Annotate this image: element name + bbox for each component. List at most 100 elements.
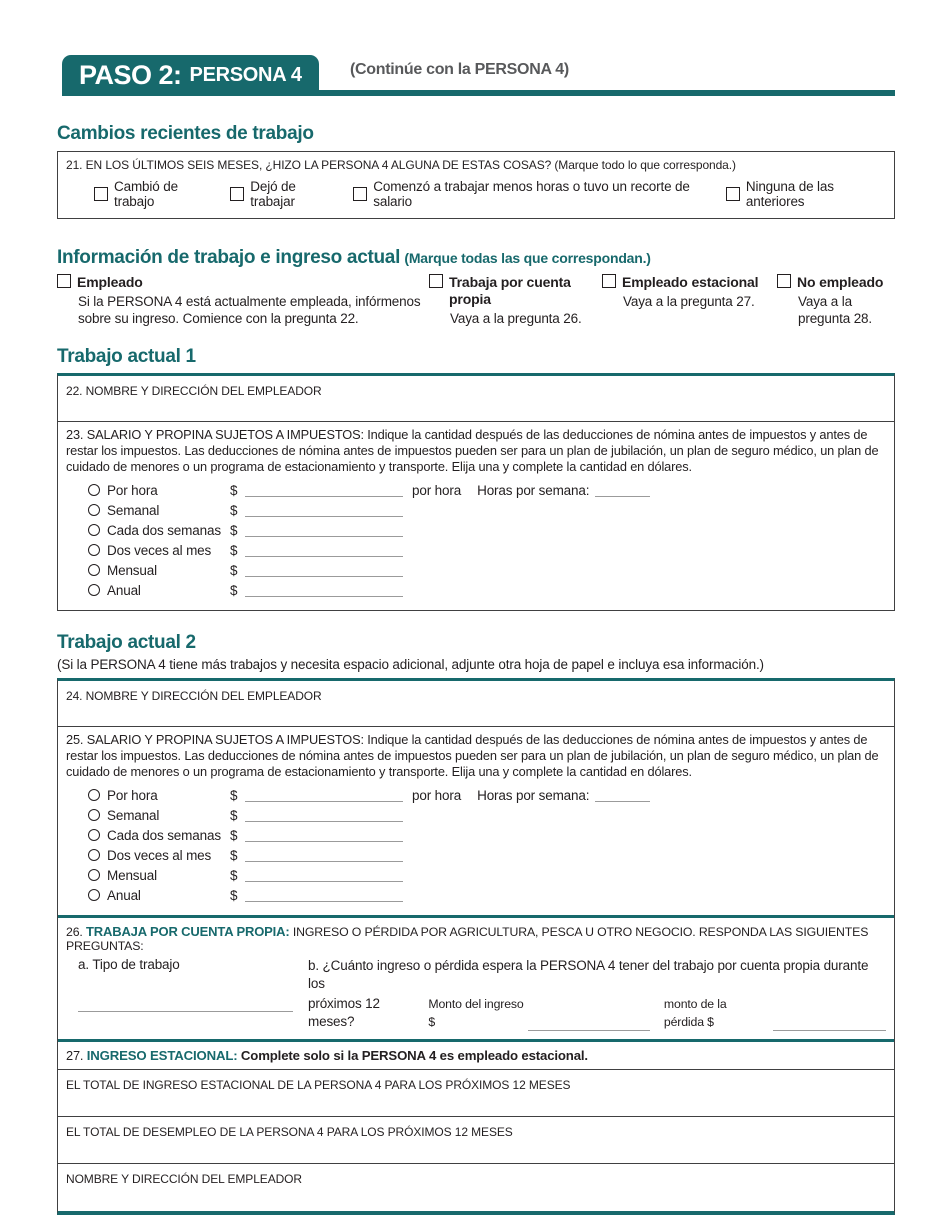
dollar-sign: $: [230, 807, 238, 823]
q26-title: TRABAJA POR CUENTA PROPIA:: [85, 924, 290, 939]
checkbox-icon[interactable]: [602, 274, 616, 288]
job1-box: 22. NOMBRE Y DIRECCIÓN DEL EMPLEADOR 23.…: [57, 373, 895, 611]
q26-loss-input[interactable]: [772, 1017, 887, 1031]
pay-row-weekly: Semanal $: [88, 805, 886, 825]
q25-salary-section: 25. SALARIO Y PROPINA SUJETOS A IMPUESTO…: [58, 727, 894, 915]
q26-number: 26.: [66, 925, 83, 939]
radio-icon[interactable]: [88, 889, 100, 901]
q27-row-label: EL TOTAL DE DESEMPLEO DE LA PERSONA 4 PA…: [66, 1125, 513, 1139]
q27-seasonal-income-field[interactable]: EL TOTAL DE INGRESO ESTACIONAL DE LA PER…: [58, 1070, 894, 1117]
status-col-employed: Empleado Si la PERSONA 4 está actualment…: [57, 274, 429, 327]
q25-amount-input-weekly[interactable]: [245, 808, 403, 822]
status-label: Trabaja por cuenta propia: [449, 274, 571, 307]
checkbox-icon[interactable]: [777, 274, 791, 288]
status-desc: Vaya a la pregunta 28.: [798, 294, 873, 326]
q21-option-label: Ninguna de las anteriores: [745, 179, 834, 209]
section-title-income-info: Información de trabajo e ingreso actual …: [57, 247, 895, 269]
radio-icon[interactable]: [88, 869, 100, 881]
checkbox-icon[interactable]: [230, 187, 245, 201]
person-label: PERSONA 4: [189, 64, 302, 86]
radio-icon[interactable]: [88, 849, 100, 861]
question-21-box: 21. EN LOS ÚLTIMOS SEIS MESES, ¿HIZO LA …: [57, 151, 895, 219]
employment-status-columns: Empleado Si la PERSONA 4 está actualment…: [57, 274, 895, 327]
q23-amount-input-hourly[interactable]: [245, 483, 403, 497]
q23-hours-input[interactable]: [595, 483, 651, 497]
pay-row-biweekly: Cada dos semanas $: [88, 520, 886, 540]
pay-row-annual: Anual $: [88, 885, 886, 905]
q27-row-label: EL TOTAL DE INGRESO ESTACIONAL DE LA PER…: [66, 1078, 571, 1092]
q25-amount-input-monthly[interactable]: [245, 868, 403, 882]
pay-frequency-label: Dos veces al mes: [107, 542, 212, 558]
q23-amount-input-monthly[interactable]: [245, 563, 403, 577]
q27-number: 27.: [66, 1048, 84, 1063]
per-hour-label: por hora: [412, 482, 462, 498]
pay-frequency-label: Cada dos semanas: [107, 827, 221, 843]
radio-icon[interactable]: [88, 544, 100, 556]
pay-frequency-label: Mensual: [107, 562, 157, 578]
q23-amount-input-annual[interactable]: [245, 583, 403, 597]
dollar-sign: $: [230, 542, 238, 558]
radio-icon[interactable]: [88, 829, 100, 841]
radio-icon[interactable]: [88, 504, 100, 516]
checkbox-icon[interactable]: [353, 187, 368, 201]
pay-row-hourly: Por hora $ por hora Horas por semana:: [88, 785, 886, 805]
pay-row-semimonthly: Dos veces al mes $: [88, 540, 886, 560]
pay-row-weekly: Semanal $: [88, 500, 886, 520]
q26a-label: a. Tipo de trabajo: [78, 957, 180, 972]
radio-icon[interactable]: [88, 789, 100, 801]
checkbox-icon[interactable]: [725, 187, 740, 201]
radio-icon[interactable]: [88, 809, 100, 821]
checkbox-icon[interactable]: [57, 274, 71, 288]
radio-icon[interactable]: [88, 484, 100, 496]
pay-frequency-label: Mensual: [107, 867, 157, 883]
pay-row-monthly: Mensual $: [88, 560, 886, 580]
pay-frequency-label: Por hora: [107, 787, 158, 803]
pay-row-semimonthly: Dos veces al mes $: [88, 845, 886, 865]
q25-hours-input[interactable]: [595, 788, 651, 802]
q21-label: 21. EN LOS ÚLTIMOS SEIS MESES, ¿HIZO LA …: [66, 158, 736, 172]
q25-pay-rows: Por hora $ por hora Horas por semana: Se…: [66, 785, 886, 905]
checkbox-icon[interactable]: [94, 187, 108, 201]
dollar-sign: $: [230, 787, 238, 803]
question-27-header: 27. INGRESO ESTACIONAL: Complete solo si…: [58, 1042, 894, 1070]
section-title-recent-changes: Cambios recientes de trabajo: [57, 123, 314, 144]
q25-amount-input-annual[interactable]: [245, 888, 403, 902]
q27-unemployment-field[interactable]: EL TOTAL DE DESEMPLEO DE LA PERSONA 4 PA…: [58, 1117, 894, 1164]
radio-icon[interactable]: [88, 584, 100, 596]
hours-per-week-label: Horas por semana:: [477, 787, 590, 803]
q26b-label-line1: b. ¿Cuánto ingreso o pérdida espera la P…: [308, 958, 869, 991]
section-title-job1: Trabajo actual 1: [57, 346, 196, 367]
dollar-sign: $: [230, 887, 238, 903]
radio-icon[interactable]: [88, 524, 100, 536]
status-label: No empleado: [797, 274, 884, 290]
q22-label: 22. NOMBRE Y DIRECCIÓN DEL EMPLEADOR: [66, 384, 322, 398]
q24-employer-field[interactable]: 24. NOMBRE Y DIRECCIÓN DEL EMPLEADOR: [58, 681, 894, 727]
q23-amount-input-biweekly[interactable]: [245, 523, 403, 537]
q26-income-input[interactable]: [527, 1017, 650, 1031]
status-desc: Si la PERSONA 4 está actualmente emplead…: [78, 294, 421, 326]
q26b-label-line2: próximos 12 meses?: [308, 996, 380, 1029]
q23-amount-input-weekly[interactable]: [245, 503, 403, 517]
job2-box: 24. NOMBRE Y DIRECCIÓN DEL EMPLEADOR 25.…: [57, 678, 895, 1215]
checkbox-icon[interactable]: [429, 274, 443, 288]
q21-options: Cambió de trabajo Dejó de trabajar Comen…: [94, 179, 886, 209]
q25-amount-input-biweekly[interactable]: [245, 828, 403, 842]
q25-label: 25. SALARIO Y PROPINA SUJETOS A IMPUESTO…: [66, 732, 879, 779]
status-col-self-employed: Trabaja por cuenta propia Vaya a la preg…: [429, 274, 602, 327]
radio-icon[interactable]: [88, 564, 100, 576]
q27-employer-field[interactable]: NOMBRE Y DIRECCIÓN DEL EMPLEADOR: [58, 1164, 894, 1211]
dollar-sign: $: [230, 522, 238, 538]
q25-amount-input-hourly[interactable]: [245, 788, 403, 802]
q22-employer-field[interactable]: 22. NOMBRE Y DIRECCIÓN DEL EMPLEADOR: [58, 376, 894, 422]
dollar-sign: $: [230, 502, 238, 518]
status-label: Empleado estacional: [622, 274, 759, 290]
q23-amount-input-semimonthly[interactable]: [245, 543, 403, 557]
q26a-work-type-input[interactable]: [78, 998, 293, 1012]
pay-row-annual: Anual $: [88, 580, 886, 600]
q21-option-stopped-working: Dejó de trabajar: [230, 179, 337, 209]
q21-option-fewer-hours: Comenzó a trabajar menos horas o tuvo un…: [353, 179, 710, 209]
q24-label: 24. NOMBRE Y DIRECCIÓN DEL EMPLEADOR: [66, 689, 322, 703]
q25-amount-input-semimonthly[interactable]: [245, 848, 403, 862]
pay-row-hourly: Por hora $ por hora Horas por semana:: [88, 480, 886, 500]
dollar-sign: $: [230, 847, 238, 863]
